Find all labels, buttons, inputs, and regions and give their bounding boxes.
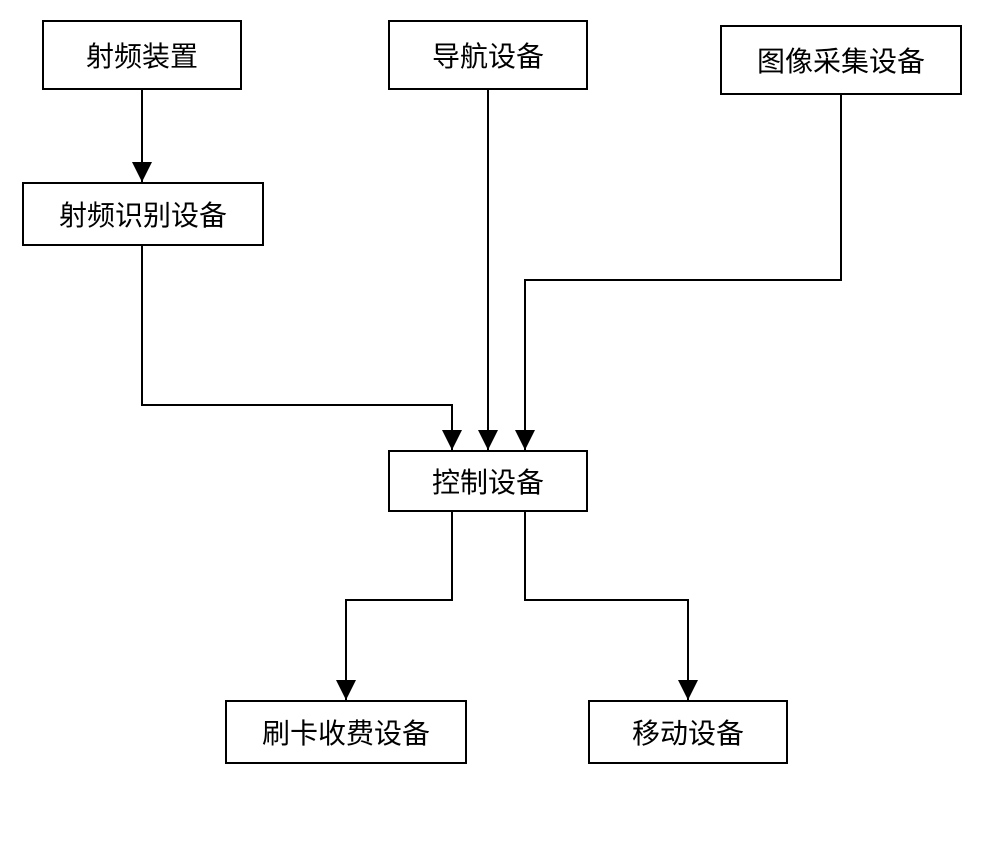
edge-rfid_device-to-control_device <box>142 246 452 450</box>
edge-img_capture-to-control_device <box>525 95 841 450</box>
node-rf_device: 射频装置 <box>42 20 242 90</box>
node-mobile_device: 移动设备 <box>588 700 788 764</box>
edge-control_device-to-mobile_device <box>525 512 688 700</box>
node-img_capture: 图像采集设备 <box>720 25 962 95</box>
node-label-img_capture: 图像采集设备 <box>757 40 925 80</box>
node-label-rfid_device: 射频识别设备 <box>59 194 227 234</box>
node-rfid_device: 射频识别设备 <box>22 182 264 246</box>
node-label-mobile_device: 移动设备 <box>632 712 744 752</box>
node-label-nav_device: 导航设备 <box>432 35 544 75</box>
node-control_device: 控制设备 <box>388 450 588 512</box>
node-label-rf_device: 射频装置 <box>86 35 198 75</box>
diagram-edges <box>0 0 1000 842</box>
node-label-control_device: 控制设备 <box>432 461 544 501</box>
node-card_charge: 刷卡收费设备 <box>225 700 467 764</box>
edge-control_device-to-card_charge <box>346 512 452 700</box>
node-nav_device: 导航设备 <box>388 20 588 90</box>
node-label-card_charge: 刷卡收费设备 <box>262 712 430 752</box>
